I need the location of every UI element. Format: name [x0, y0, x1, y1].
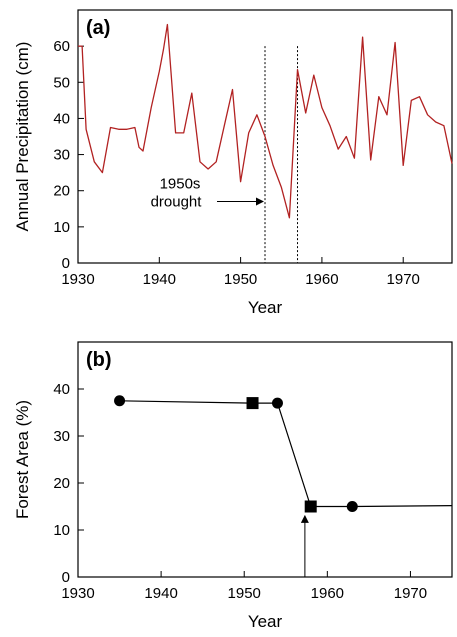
panel-b-forest-area-chart: 1930 1940 1950 1960 1970 0 10 20 30 40 Year Forest … — [13, 341, 453, 631]
b-x-tick-label: 1960 — [311, 585, 344, 602]
b-y-tick-label: 40 — [53, 381, 70, 398]
b-circle-marker — [346, 501, 358, 512]
b-x-axis-label: Year — [248, 612, 283, 631]
b-panel-label: (b) — [86, 349, 112, 371]
a-x-tick-label: 1960 — [305, 271, 338, 288]
b-y-tick-label: 0 — [62, 569, 70, 586]
a-x-tick-label: 1970 — [387, 271, 420, 288]
a-x-tick-label: 1930 — [61, 271, 94, 288]
b-y-tick-label: 10 — [53, 522, 70, 539]
b-y-tick-label: 20 — [53, 475, 70, 492]
b-square-marker — [246, 397, 259, 410]
a-y-axis-label: Annual Precipitation (cm) — [13, 42, 32, 232]
b-y-axis-label: Forest Area (%) — [13, 400, 32, 519]
a-y-tick-label: 40 — [53, 110, 70, 127]
a-panel-label: (a) — [86, 17, 110, 39]
b-x-tick-label: 1970 — [394, 585, 427, 602]
a-y-tick-label: 30 — [53, 147, 70, 164]
b-y-tick-label: 30 — [53, 428, 70, 445]
b-x-tick-label: 1930 — [61, 585, 94, 602]
b-circle-marker — [271, 397, 283, 409]
a-x-axis-label: Year — [248, 298, 283, 317]
b-x-tick-label: 1950 — [228, 585, 261, 602]
b-square-marker — [304, 500, 317, 513]
b-circle-marker — [114, 395, 126, 407]
a-x-tick-label: 1950 — [224, 271, 257, 288]
b-x-tick-label: 1940 — [144, 585, 177, 602]
a-y-tick-label: 50 — [53, 74, 70, 91]
panel-a-precipitation-chart: 1930 1940 1950 1960 1970 0 10 20 30 40 50 60 Year Ann… — [13, 9, 453, 317]
b-forest-area-line — [119, 400, 453, 508]
a-y-tick-label: 20 — [53, 183, 70, 200]
a-y-tick-label: 10 — [53, 219, 70, 236]
b-plot-frame — [77, 341, 453, 578]
a-x-tick-label: 1940 — [143, 271, 176, 288]
a-precipitation-series-line — [78, 23, 453, 219]
a-annotation-line2: drought — [151, 194, 203, 211]
a-y-tick-label: 0 — [62, 255, 70, 272]
a-annotation-line1: 1950s — [160, 176, 201, 193]
a-y-tick-label: 60 — [53, 38, 70, 55]
